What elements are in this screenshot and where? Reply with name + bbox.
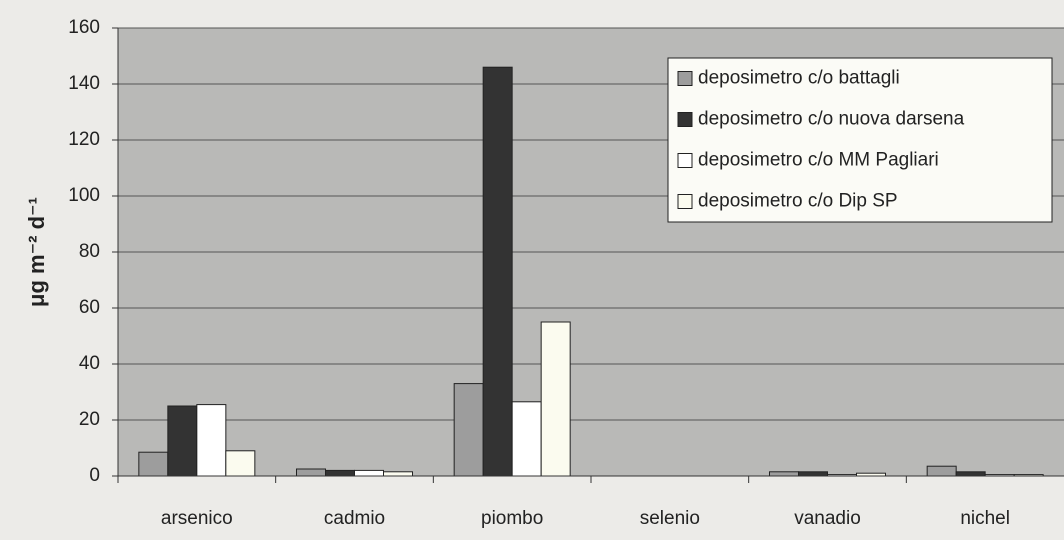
legend-label: deposimetro c/o battagli (698, 68, 900, 89)
bar (167, 405, 198, 477)
y-tick-label: 40 (79, 353, 100, 374)
bar (325, 469, 355, 477)
legend-swatch (677, 71, 693, 86)
y-tick-label: 160 (68, 17, 100, 38)
x-tick-label: piombo (481, 508, 543, 529)
y-tick-label: 60 (79, 297, 100, 318)
legend-label: deposimetro c/o Dip SP (698, 191, 898, 212)
bar (926, 465, 957, 477)
bar (540, 321, 571, 477)
legend-label: deposimetro c/o MM Pagliari (698, 150, 939, 171)
bar (769, 471, 799, 477)
legend-swatch (677, 112, 693, 127)
x-tick-label: cadmio (324, 508, 385, 529)
bar (955, 471, 986, 477)
y-axis-label: μg m⁻² d⁻¹ (24, 197, 49, 307)
bar (383, 471, 413, 477)
y-tick-label: 100 (68, 185, 100, 206)
x-tick-label: vanadio (794, 508, 861, 529)
legend-swatch (677, 194, 693, 209)
x-tick-label: arsenico (161, 508, 233, 529)
bar (798, 471, 828, 477)
y-tick-label: 140 (68, 73, 100, 94)
y-tick-label: 120 (68, 129, 100, 150)
legend-box (667, 57, 1053, 223)
y-tick-label: 0 (89, 465, 100, 486)
bar (196, 404, 227, 477)
legend-swatch (677, 153, 693, 168)
bar (482, 66, 513, 477)
y-tick-label: 80 (79, 241, 100, 262)
bar (511, 401, 542, 477)
bar (225, 450, 256, 477)
bar (453, 383, 484, 477)
bar (354, 469, 384, 477)
bar (138, 451, 169, 477)
legend-label: deposimetro c/o nuova darsena (698, 109, 965, 130)
bar (296, 468, 326, 477)
x-tick-label: nichel (960, 508, 1010, 529)
y-tick-label: 20 (79, 409, 100, 430)
x-tick-label: selenio (640, 508, 700, 529)
